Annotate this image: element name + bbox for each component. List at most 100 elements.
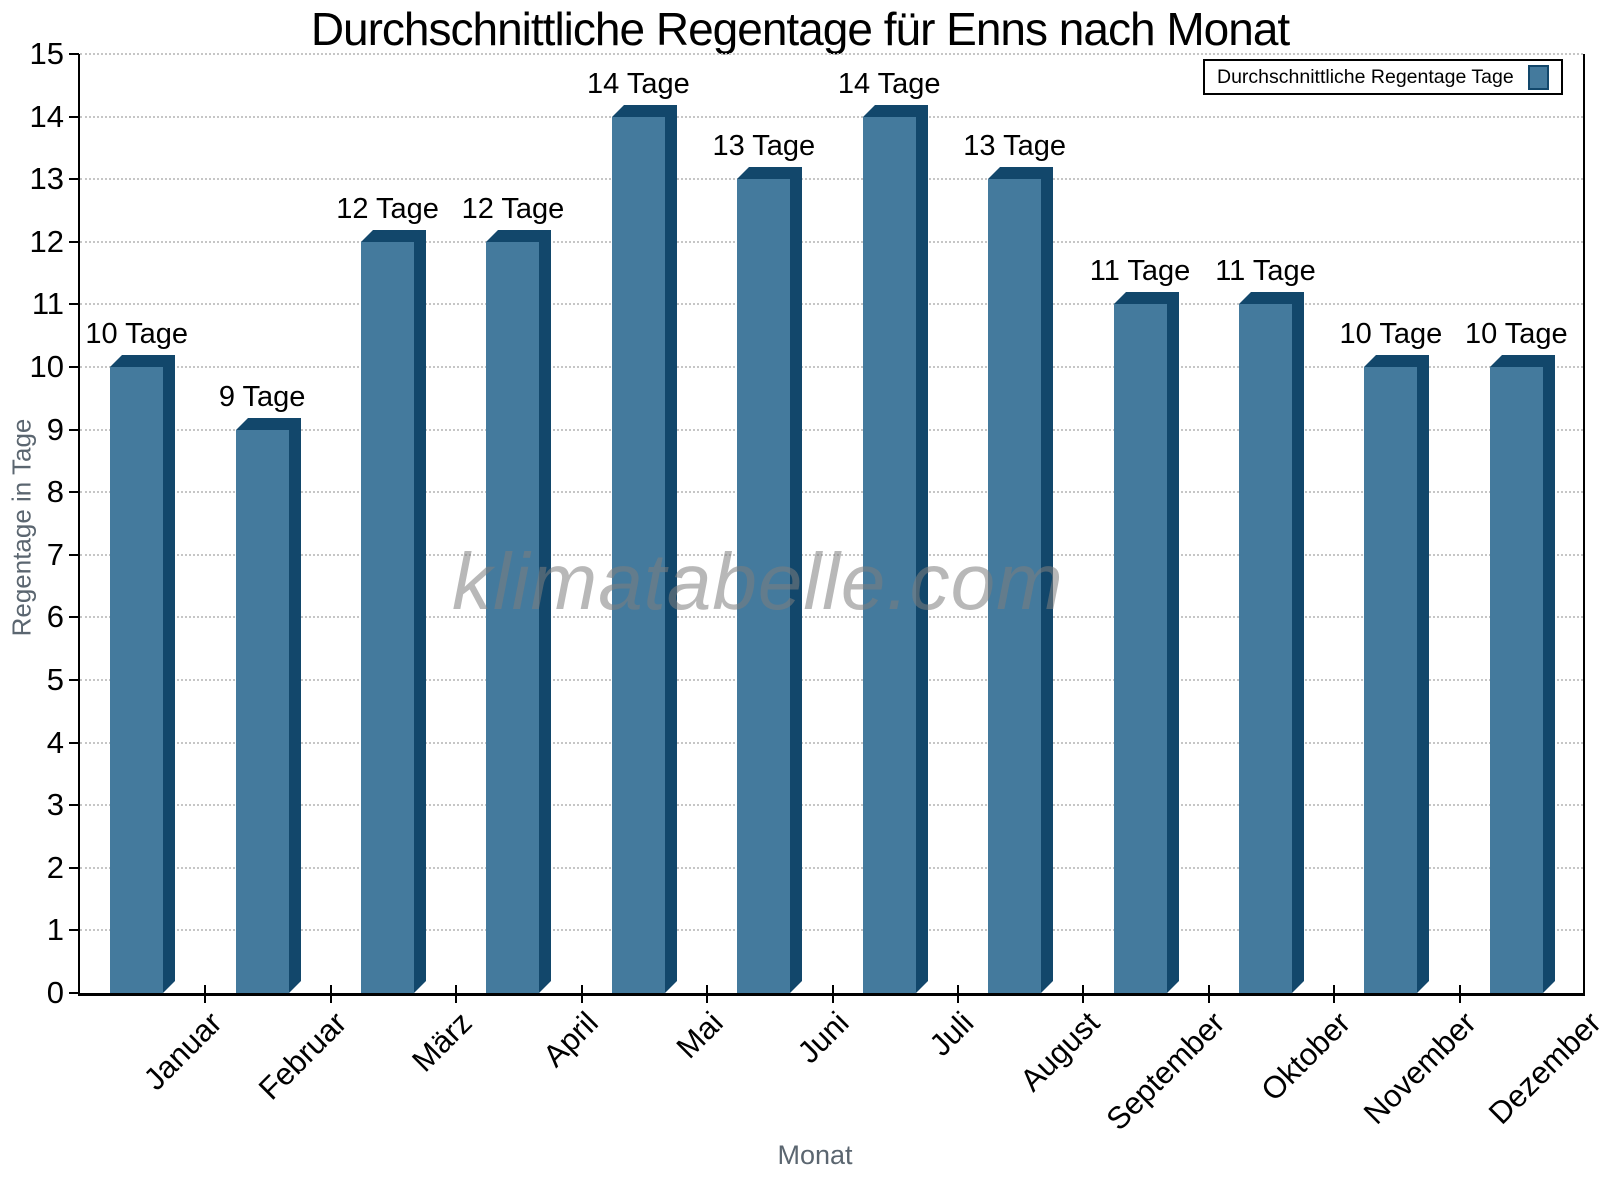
bar-front-face <box>1238 304 1292 993</box>
gridline <box>80 866 1583 869</box>
x-axis-month-label: Januar <box>136 1005 229 1097</box>
y-axis-tick <box>69 115 79 118</box>
y-axis-tick <box>69 428 79 431</box>
bar-top-face <box>235 418 301 430</box>
y-axis-tick-label: 6 <box>46 599 64 635</box>
bar <box>1113 292 1179 998</box>
bar-value-label: 13 Tage <box>963 130 1066 162</box>
y-axis-tick <box>69 553 79 556</box>
legend-label: Durchschnittliche Regentage Tage <box>1217 65 1514 88</box>
bar-top-face <box>1238 292 1304 304</box>
bar-value-label: 9 Tage <box>218 381 306 413</box>
x-axis-month-label: August <box>1013 1005 1107 1098</box>
watermark: klimatabelle.com <box>452 537 1064 626</box>
legend-swatch-icon <box>1527 64 1549 90</box>
bar <box>486 230 552 998</box>
gridline <box>80 115 1583 118</box>
bar <box>1238 292 1304 998</box>
bar <box>737 167 803 998</box>
x-axis-tick <box>1458 985 1461 1003</box>
bar-value-label: 14 Tage <box>837 68 941 100</box>
x-axis-month-label: Februar <box>252 1005 354 1107</box>
x-axis-tick <box>1333 985 1336 1003</box>
bar-front-face <box>235 430 289 993</box>
y-axis-tick-label: 10 <box>29 349 64 384</box>
gridline <box>80 553 1583 556</box>
x-axis-tick <box>580 985 583 1003</box>
y-axis-tick <box>69 491 79 494</box>
bar-side-face <box>539 242 552 993</box>
bar-front-face <box>737 179 791 993</box>
gridline <box>80 366 1583 368</box>
y-axis-tick-label: 15 <box>29 36 64 71</box>
y-axis-tick <box>69 366 79 368</box>
x-axis-tick <box>1082 985 1085 1003</box>
x-axis-month-label: März <box>405 1005 479 1079</box>
y-axis-tick-label: 5 <box>46 662 64 697</box>
bar <box>862 105 928 998</box>
bar-top-face <box>988 167 1054 179</box>
gridline <box>80 616 1583 619</box>
bar-front-face <box>988 179 1042 993</box>
y-axis-tick-label: 4 <box>46 724 64 760</box>
bar-side-face <box>915 117 928 993</box>
bar <box>235 418 301 998</box>
y-axis-tick <box>69 240 79 243</box>
y-axis-tick <box>69 929 79 932</box>
y-axis-tick <box>69 866 79 869</box>
bar-top-face <box>611 105 677 117</box>
x-axis-month-label: Oktober <box>1254 1005 1357 1108</box>
bar-value-label: 13 Tage <box>712 130 816 162</box>
bar-top-face <box>486 230 552 242</box>
bar-value-label: 11 Tage <box>1089 255 1191 287</box>
bar-value-label: 10 Tage <box>85 318 189 350</box>
x-axis-month-label: Dezember <box>1481 1005 1600 1131</box>
bar-value-label: 10 Tage <box>1464 318 1568 350</box>
bar <box>1489 355 1555 998</box>
bar-side-face <box>1041 179 1054 993</box>
y-axis-tick-label: 11 <box>31 286 64 322</box>
bar-front-face <box>1364 367 1418 993</box>
y-axis-tick <box>69 992 79 994</box>
gridline <box>80 804 1583 807</box>
x-axis-tick <box>831 985 834 1003</box>
bar-side-face <box>414 242 427 993</box>
x-axis-title: Monat <box>777 1140 853 1170</box>
gridline <box>80 303 1583 306</box>
bar-value-label: 12 Tage <box>336 193 439 225</box>
gridline <box>80 679 1583 681</box>
gridline <box>80 741 1583 744</box>
bar-side-face <box>790 179 803 993</box>
bar <box>110 355 176 998</box>
y-axis-tick <box>69 178 79 181</box>
bar-front-face <box>110 367 164 993</box>
bar-side-face <box>1291 304 1304 993</box>
bar-side-face <box>664 117 677 993</box>
gridline <box>80 428 1583 431</box>
bar-value-label: 12 Tage <box>461 193 565 225</box>
bar-front-face <box>361 242 415 993</box>
bar-side-face <box>1417 367 1430 993</box>
bar <box>988 167 1054 998</box>
y-axis-tick-label: 9 <box>46 411 64 447</box>
y-axis-tick-label: 12 <box>29 223 64 259</box>
y-axis-tick-label: 14 <box>29 98 64 134</box>
bar-front-face <box>611 117 665 993</box>
bar-front-face <box>486 242 540 993</box>
y-axis-tick <box>69 741 79 744</box>
bar-top-face <box>862 105 928 117</box>
bar-top-face <box>361 230 427 242</box>
y-axis-tick <box>69 679 79 681</box>
bar-side-face <box>288 430 301 993</box>
legend: Durchschnittliche Regentage Tage <box>1203 59 1563 95</box>
gridline <box>80 491 1583 494</box>
chart-title: Durchschnittliche Regentage für Enns nac… <box>310 3 1290 55</box>
bar-top-face <box>1364 355 1430 367</box>
bar-top-face <box>110 355 176 367</box>
x-axis-month-label: Juli <box>923 1005 981 1063</box>
gridline <box>80 178 1583 181</box>
x-axis-month-label: Mai <box>669 1005 730 1066</box>
y-axis-tick-label: 13 <box>29 161 64 197</box>
y-axis-tick-label: 0 <box>46 975 64 1010</box>
